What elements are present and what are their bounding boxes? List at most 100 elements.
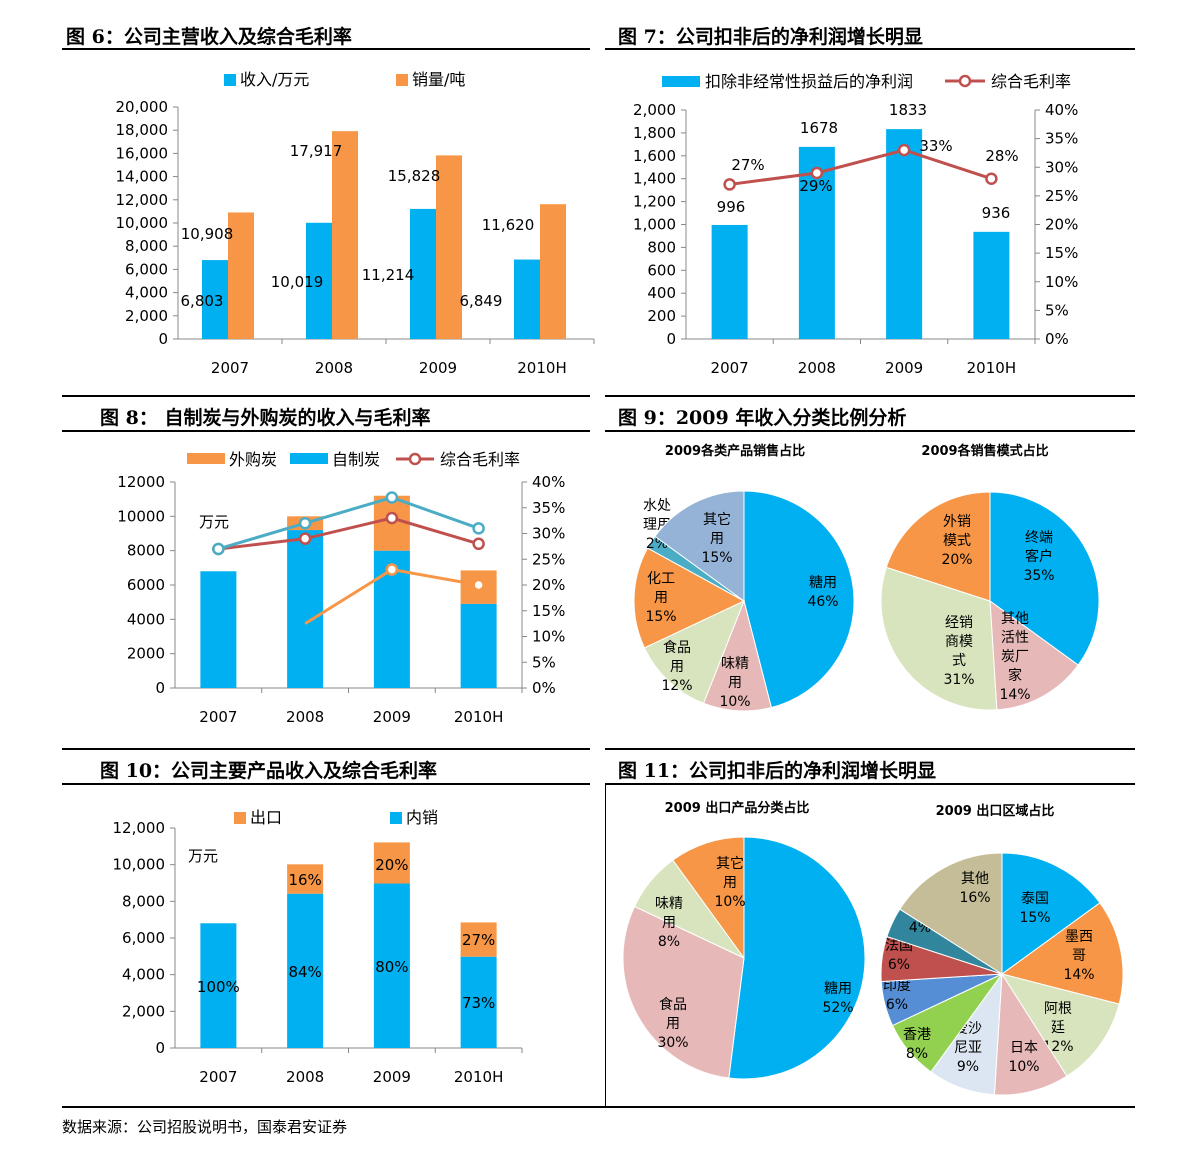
data-label: 11,214 <box>362 266 415 284</box>
pie-label: 其他 <box>1001 611 1029 627</box>
x-tick-label: 2007 <box>199 708 237 726</box>
point-self-made-margin <box>298 516 312 530</box>
fig11-left-border <box>605 783 606 1106</box>
pie-percent: 52% <box>822 1000 853 1016</box>
y-tick-label: 2,000 <box>125 307 168 325</box>
data-label: 10,908 <box>181 225 234 243</box>
legend-swatch-net-profit <box>662 76 700 87</box>
pie-slice <box>1000 902 1124 1005</box>
pie-label: 活性 <box>1001 630 1029 646</box>
pie-label: 食品 <box>663 639 691 656</box>
bar-volume <box>436 155 462 339</box>
data-label: 6,849 <box>460 292 503 310</box>
unit-label: 万元 <box>188 847 218 865</box>
point-gross-margin <box>897 143 911 157</box>
y-tick-label: 12,000 <box>113 819 166 837</box>
data-label: 29% <box>799 177 832 195</box>
bar-revenue <box>514 259 540 339</box>
fig6-chart: 0 2,000 4,000 6,000 8,000 10,000 12,000 14,000 1… <box>116 70 595 377</box>
y2-tick-label: 5% <box>1045 301 1069 319</box>
legend-swatch-export <box>234 812 246 824</box>
fig8-rule-top <box>62 395 590 397</box>
data-label: 73% <box>462 994 495 1012</box>
y-tick-label: 1,800 <box>633 124 676 142</box>
fig6-rule <box>62 48 590 50</box>
pie-percent: 14% <box>999 687 1030 703</box>
pie-slice <box>1001 852 1101 975</box>
pie-percent: 46% <box>807 594 838 610</box>
data-label: 1678 <box>800 119 838 137</box>
legend-marker-gross-margin <box>958 74 972 88</box>
bar-net-profit <box>973 231 1010 339</box>
x-tick-label: 2009 <box>373 708 411 726</box>
pie-slice <box>989 491 1100 666</box>
pie-title: 2009各类产品销售占比 <box>665 443 805 459</box>
pie-label: 尼亚 <box>954 1040 982 1056</box>
pie-percent: 16% <box>959 890 990 906</box>
data-label: 28% <box>985 147 1018 165</box>
data-label: 100% <box>197 978 240 996</box>
pie-label: 商模 <box>945 634 973 650</box>
pie-percent: 9% <box>957 1059 979 1075</box>
x-tick-label: 2010H <box>454 708 503 726</box>
pie-percent: 35% <box>1023 568 1054 584</box>
y-tick-label: 4000 <box>127 610 165 628</box>
y-tick-label: 10,000 <box>116 214 169 232</box>
y2-tick-label: 15% <box>532 602 565 620</box>
fig9-rule <box>605 430 1135 432</box>
pie-slice <box>643 600 745 704</box>
pie-label: 炭厂 <box>1001 649 1029 665</box>
data-label: 15,828 <box>388 167 441 185</box>
fig11-rule-top <box>605 748 1135 750</box>
legend-label-purchased: 外购炭 <box>229 450 277 469</box>
pie-slice <box>1000 973 1120 1077</box>
y-tick-label: 14,000 <box>116 168 169 186</box>
legend-label-net-profit: 扣除非经常性损益后的净利润 <box>705 72 913 91</box>
fig10-title: 图 10：公司主要产品收入及综合毛利率 <box>100 760 438 782</box>
fig10-chart: 0 2,000 4,000 6,000 8,000 10,000 12,000 2007 200… <box>113 808 523 1086</box>
pie-slice <box>743 490 855 709</box>
pie-percent: 15% <box>645 609 676 625</box>
y-tick-label: 8000 <box>127 542 165 560</box>
y-tick-label: 4,000 <box>122 966 165 984</box>
y-tick-label: 6,000 <box>125 260 168 278</box>
point-gross-margin <box>723 178 736 191</box>
pie-slice <box>654 490 745 602</box>
pie-label: 阿根 <box>1044 1001 1072 1017</box>
bar-volume <box>228 212 254 339</box>
legend-label-gross-margin: 综合毛利率 <box>440 450 520 469</box>
data-label: 20% <box>375 856 408 874</box>
x-tick-label: 2007 <box>199 1068 237 1086</box>
pie-label: 式 <box>952 653 966 669</box>
y-tick-label: 800 <box>647 238 676 256</box>
pie-percent: 6% <box>886 997 908 1013</box>
pie-label: 食品 <box>659 996 687 1013</box>
pie-label: 墨西 <box>1065 929 1093 945</box>
y-tick-label: 1,400 <box>633 170 676 188</box>
y2-tick-label: 25% <box>532 550 565 568</box>
data-label: 1833 <box>889 101 927 119</box>
y-tick-label: 12,000 <box>116 191 169 209</box>
fig9-rule-top <box>605 395 1135 397</box>
y2-tick-label: 40% <box>1045 101 1078 119</box>
data-label: 33% <box>919 137 952 155</box>
pie-label: 其它 <box>703 511 731 528</box>
y-tick-label: 10,000 <box>113 856 166 874</box>
pie-label: 哥 <box>1072 948 1086 964</box>
data-label: 16% <box>288 871 321 889</box>
data-label: 6,803 <box>181 292 224 310</box>
y-tick-label: 18,000 <box>116 121 169 139</box>
y-tick-label: 6,000 <box>122 929 165 947</box>
fig10-rule <box>62 783 590 785</box>
legend-label-export: 出口 <box>250 808 282 827</box>
pie-label: 印度 <box>883 978 911 994</box>
data-label: 80% <box>375 958 408 976</box>
pie-percent: 10% <box>714 894 745 910</box>
bar-volume <box>540 204 566 339</box>
pie-label: 用 <box>723 875 737 891</box>
pie-label: 终端 <box>1025 530 1053 546</box>
data-label: 84% <box>288 963 321 981</box>
bar-net-profit <box>711 224 748 339</box>
pie-label: 其它 <box>716 855 744 872</box>
line-self-made-margin <box>217 495 480 551</box>
